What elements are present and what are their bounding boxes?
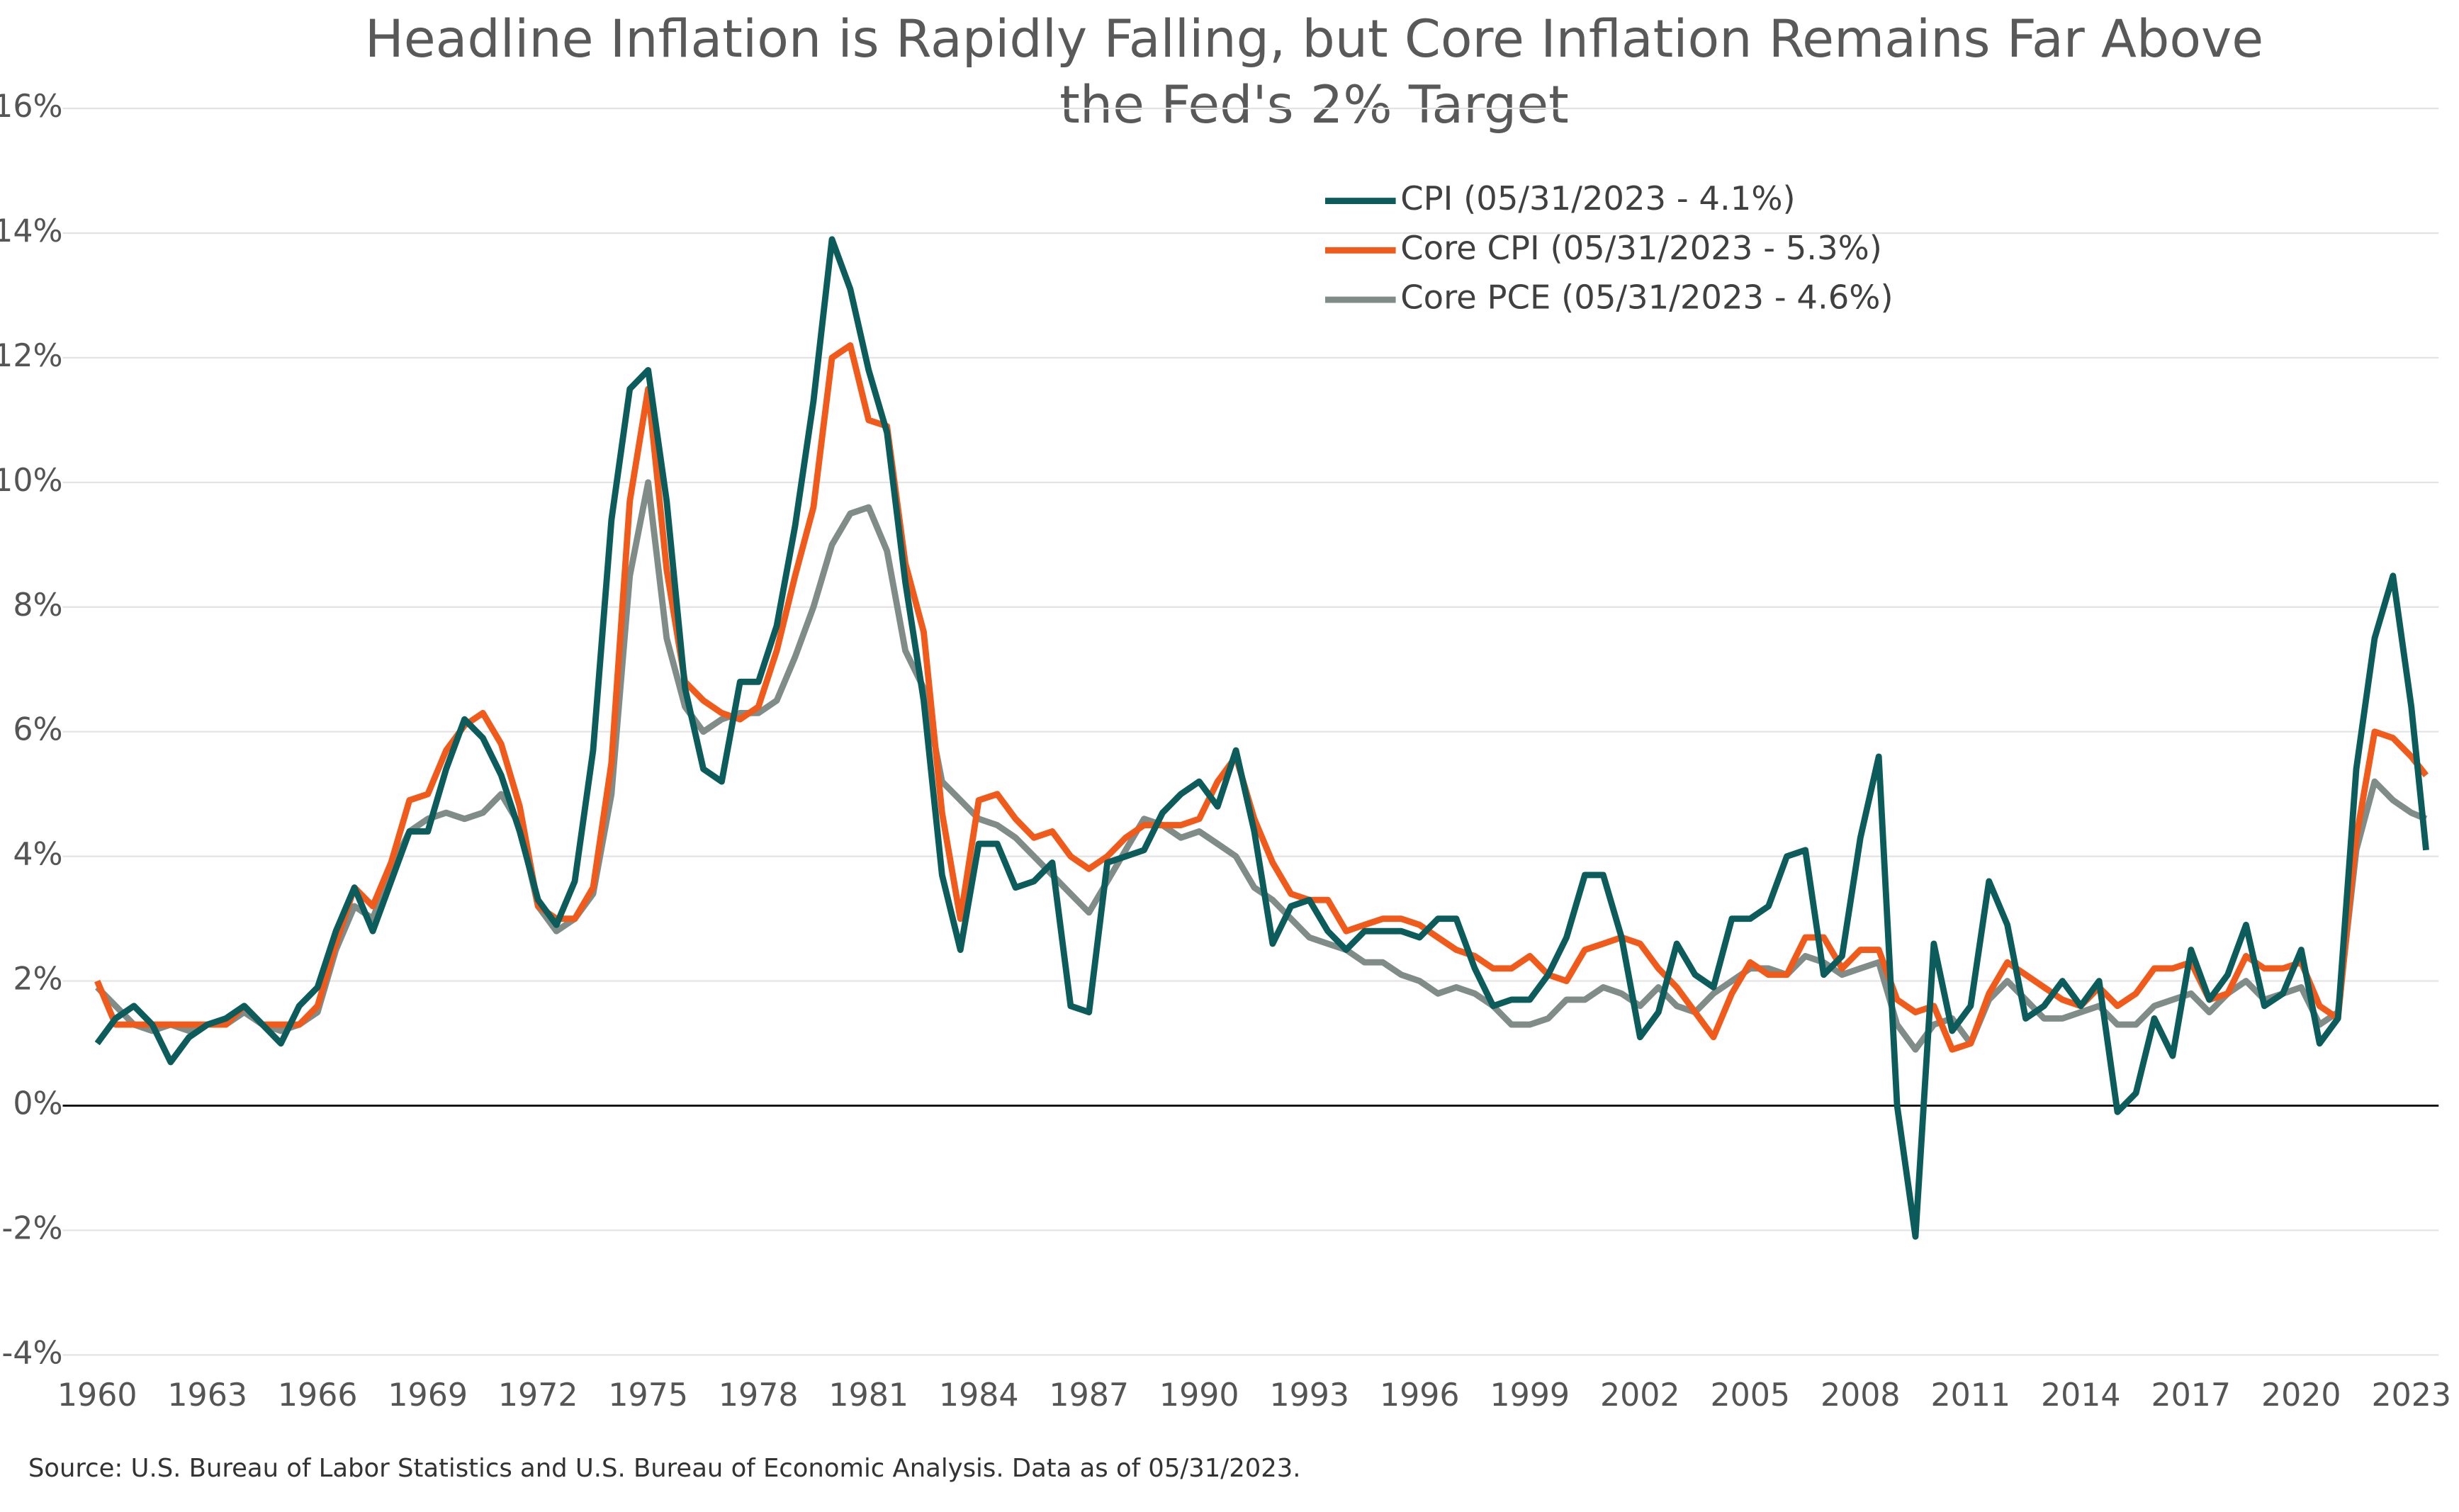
- y-tick-label: 2%: [13, 961, 62, 998]
- x-tick-label: 2014: [2041, 1377, 2121, 1414]
- x-tick-label: 2002: [1600, 1377, 1680, 1414]
- x-tick-label: 2005: [1710, 1377, 1790, 1414]
- chart-title: Headline Inflation is Rapidly Falling, b…: [365, 9, 2263, 69]
- x-tick-label: 1996: [1380, 1377, 1460, 1414]
- legend-label: Core CPI (05/31/2023 - 5.3%): [1400, 229, 1882, 267]
- x-tick-label: 1981: [828, 1377, 908, 1414]
- x-tick-label: 1993: [1269, 1377, 1349, 1414]
- x-tick-label: 1999: [1490, 1377, 1570, 1414]
- x-tick-label: 1984: [939, 1377, 1019, 1414]
- x-tick-label: 1969: [388, 1377, 468, 1414]
- legend-label: Core PCE (05/31/2023 - 4.6%): [1400, 278, 1893, 317]
- x-tick-label: 1978: [719, 1377, 799, 1414]
- y-tick-label: 4%: [13, 837, 62, 873]
- y-tick-label: 6%: [13, 712, 62, 748]
- y-tick-label: -4%: [1, 1335, 62, 1371]
- y-tick-label: 12%: [0, 338, 63, 374]
- x-tick-label: 2023: [2371, 1377, 2451, 1414]
- x-tick-label: 2020: [2261, 1377, 2341, 1414]
- x-tick-label: 2017: [2151, 1377, 2231, 1414]
- y-tick-label: 14%: [0, 213, 63, 249]
- x-tick-label: 1966: [278, 1377, 358, 1414]
- y-tick-label: 16%: [0, 89, 63, 125]
- y-tick-label: 8%: [13, 587, 62, 624]
- y-tick-label: -2%: [1, 1210, 62, 1246]
- x-tick-label: 1987: [1049, 1377, 1129, 1414]
- x-tick-label: 1990: [1159, 1377, 1239, 1414]
- y-tick-label: 0%: [13, 1086, 62, 1122]
- legend-label: CPI (05/31/2023 - 4.1%): [1400, 179, 1795, 218]
- series-line: [94, 236, 2429, 1240]
- chart-title: the Fed's 2% Target: [1059, 75, 1569, 135]
- x-tick-label: 1975: [608, 1377, 688, 1414]
- series-line: [94, 342, 2429, 1053]
- source-note: Source: U.S. Bureau of Labor Statistics …: [28, 1454, 1301, 1483]
- x-tick-label: 1972: [498, 1377, 578, 1414]
- x-tick-label: 2008: [1821, 1377, 1901, 1414]
- x-tick-label: 1960: [57, 1377, 137, 1414]
- y-tick-label: 10%: [0, 463, 63, 499]
- x-tick-label: 1963: [167, 1377, 247, 1414]
- x-tick-label: 2011: [1930, 1377, 2010, 1414]
